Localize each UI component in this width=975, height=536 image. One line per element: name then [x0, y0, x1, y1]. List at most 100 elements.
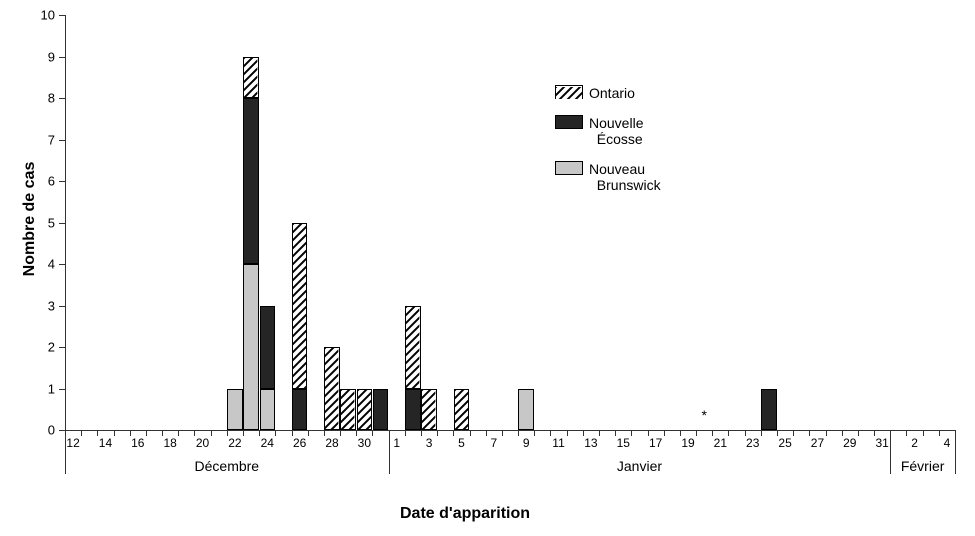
- x-tick: [275, 430, 276, 436]
- x-tick: [534, 430, 535, 436]
- y-tick: [59, 15, 65, 16]
- bar-ontario: [340, 389, 355, 431]
- light-swatch-icon: [555, 161, 583, 175]
- y-tick-label: 4: [0, 257, 55, 272]
- y-tick: [59, 98, 65, 99]
- y-tick: [59, 140, 65, 141]
- x-tick: [486, 430, 487, 436]
- x-tick-label: 25: [778, 436, 791, 450]
- y-tick-label: 10: [0, 8, 55, 23]
- x-tick-label: 7: [490, 436, 497, 450]
- x-tick-label: 20: [196, 436, 209, 450]
- x-tick: [146, 430, 147, 436]
- bar-nouveau_brunswick: [227, 389, 242, 431]
- x-tick: [243, 430, 244, 436]
- x-tick: [518, 430, 519, 436]
- x-tick-label: 16: [131, 436, 144, 450]
- annotation-star: *: [701, 407, 706, 423]
- x-tick-label: 13: [584, 436, 597, 450]
- y-tick: [59, 223, 65, 224]
- x-tick: [550, 430, 551, 436]
- x-tick: [405, 430, 406, 436]
- x-tick: [308, 430, 309, 436]
- x-tick: [728, 430, 729, 436]
- bar-nouveau_brunswick: [518, 389, 533, 431]
- x-tick-label: 29: [843, 436, 856, 450]
- x-tick: [761, 430, 762, 436]
- bar-nouveau_brunswick: [243, 264, 258, 430]
- x-tick-label: 4: [944, 436, 951, 450]
- x-tick-label: 14: [99, 436, 112, 450]
- legend-item-nouvelle-ecosse: Nouvelle Écosse: [555, 115, 661, 147]
- x-tick: [211, 430, 212, 436]
- legend-label: Nouveau Brunswick: [589, 161, 661, 193]
- x-tick-label: 12: [66, 436, 79, 450]
- x-tick-label: 28: [325, 436, 338, 450]
- x-tick-label: 5: [458, 436, 465, 450]
- x-tick: [599, 430, 600, 436]
- y-tick-label: 2: [0, 340, 55, 355]
- x-tick: [696, 430, 697, 436]
- x-tick: [372, 430, 373, 436]
- y-tick-label: 8: [0, 91, 55, 106]
- x-month-label: Décembre: [195, 458, 260, 474]
- x-tick: [178, 430, 179, 436]
- x-tick-label: 30: [358, 436, 371, 450]
- x-tick-label: 2: [911, 436, 918, 450]
- bar-nouvelle_ecosse: [260, 306, 275, 389]
- bar-ontario: [292, 223, 307, 389]
- legend-label: Nouvelle Écosse: [589, 115, 643, 147]
- x-tick: [502, 430, 503, 436]
- x-tick: [631, 430, 632, 436]
- x-tick-label: 15: [617, 436, 630, 450]
- x-tick: [81, 430, 82, 436]
- x-month-label: Février: [901, 458, 945, 474]
- x-tick-label: 18: [163, 436, 176, 450]
- bar-nouvelle_ecosse: [373, 389, 388, 431]
- legend-item-ontario: Ontario: [555, 85, 661, 101]
- bar-nouvelle_ecosse: [761, 389, 776, 431]
- x-tick-label: 22: [228, 436, 241, 450]
- y-tick-label: 1: [0, 381, 55, 396]
- x-tick-label: 21: [714, 436, 727, 450]
- bar-ontario: [405, 306, 420, 389]
- outbreak-chart: Nombre de cas Date d'apparition 01234567…: [0, 0, 975, 536]
- x-tick: [114, 430, 115, 436]
- x-tick: [793, 430, 794, 436]
- x-axis-line: [65, 430, 955, 431]
- x-tick-label: 26: [293, 436, 306, 450]
- bar-nouveau_brunswick: [260, 389, 275, 431]
- x-month-divider: [389, 430, 390, 474]
- bar-nouvelle_ecosse: [405, 389, 420, 431]
- x-tick: [437, 430, 438, 436]
- x-tick: [470, 430, 471, 436]
- y-tick: [59, 389, 65, 390]
- x-tick: [906, 430, 907, 436]
- bar-ontario: [357, 389, 372, 431]
- legend-item-nouveau-brunswick: Nouveau Brunswick: [555, 161, 661, 193]
- y-tick: [59, 181, 65, 182]
- y-tick: [59, 264, 65, 265]
- x-tick: [939, 430, 940, 436]
- x-tick-label: 19: [681, 436, 694, 450]
- y-axis-line: [65, 15, 66, 430]
- x-tick-label: 3: [426, 436, 433, 450]
- x-tick-label: 1: [393, 436, 400, 450]
- dark-swatch-icon: [555, 115, 583, 129]
- bar-nouvelle_ecosse: [243, 98, 258, 264]
- y-tick: [59, 57, 65, 58]
- x-tick-label: 17: [649, 436, 662, 450]
- x-tick: [567, 430, 568, 436]
- y-tick-label: 9: [0, 49, 55, 64]
- x-tick-label: 11: [552, 436, 564, 450]
- y-tick-label: 3: [0, 298, 55, 313]
- x-month-divider: [955, 430, 956, 474]
- y-tick-label: 6: [0, 174, 55, 189]
- y-tick-label: 7: [0, 132, 55, 147]
- legend-label: Ontario: [589, 85, 635, 101]
- x-month-divider: [890, 430, 891, 474]
- y-tick: [59, 347, 65, 348]
- x-tick-label: 23: [746, 436, 759, 450]
- x-tick-label: 27: [811, 436, 824, 450]
- bar-nouvelle_ecosse: [292, 389, 307, 431]
